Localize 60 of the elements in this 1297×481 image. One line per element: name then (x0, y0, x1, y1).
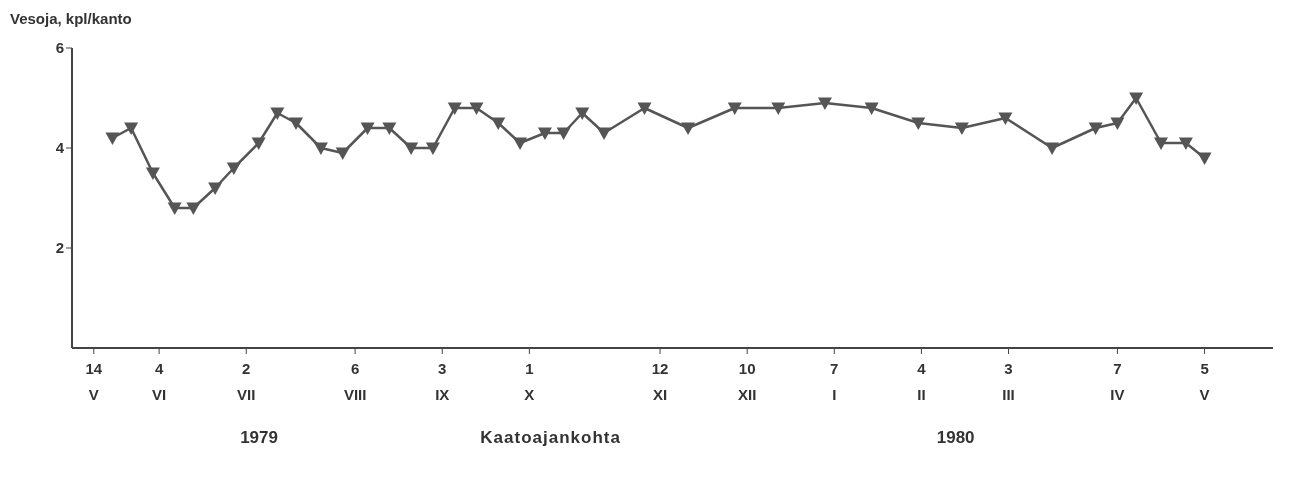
point (167, 202, 182, 215)
y-tick-label: 4 (55, 139, 65, 157)
x-tick-label: 7 I (830, 360, 839, 403)
x-tick-label: 2 VII (237, 360, 256, 403)
point (105, 132, 120, 145)
point (469, 102, 484, 115)
point (425, 142, 440, 155)
point (727, 102, 742, 115)
y-axis-title: Vesoja, kpl/kanto (10, 10, 132, 27)
point (186, 202, 201, 215)
x-axis-title: Kaatoajankohta (480, 428, 621, 448)
point (1129, 92, 1144, 105)
y-tick-label: 6 (55, 39, 64, 57)
point (864, 102, 879, 115)
point (226, 162, 241, 175)
point (270, 107, 285, 120)
point (124, 122, 139, 135)
x-tick-label: 4 VI (152, 360, 167, 403)
x-tick-label: 1 X (524, 360, 535, 403)
point (360, 122, 375, 135)
point (1197, 152, 1212, 165)
point (208, 182, 223, 195)
point (954, 122, 969, 135)
x-tick-label: 10 XII (738, 360, 757, 403)
point (817, 97, 832, 110)
point (911, 117, 926, 130)
point (1153, 137, 1168, 150)
point (681, 122, 696, 135)
point (513, 137, 528, 150)
point (145, 167, 160, 180)
point (289, 117, 304, 130)
point (335, 147, 350, 160)
text: 1979 (240, 428, 278, 448)
point (597, 127, 612, 140)
point (556, 127, 571, 140)
point (447, 102, 462, 115)
point (313, 142, 328, 155)
point (998, 112, 1013, 125)
point (537, 127, 552, 140)
point (1110, 117, 1125, 130)
point (1088, 122, 1103, 135)
x-tick-label: 12 XI (651, 360, 669, 403)
point (1045, 142, 1060, 155)
point (491, 117, 506, 130)
point (575, 107, 590, 120)
x-tick-label: 6 VIII (343, 360, 367, 403)
x-tick-label: 14 V (85, 360, 103, 403)
point (404, 142, 419, 155)
text: 1980 (936, 428, 975, 448)
y-tick-label: 2 (55, 239, 64, 257)
x-tick-label: 3 IX (435, 360, 450, 403)
point (251, 137, 266, 150)
x-tick-label: 7 IV (1110, 360, 1125, 403)
point (771, 102, 786, 115)
x-tick-label: 4 II (917, 360, 927, 403)
point (1178, 137, 1193, 150)
x-tick-label: 5 V (1199, 360, 1210, 403)
x-tick-label: 3 III (1002, 360, 1015, 403)
point (637, 102, 652, 115)
point (382, 122, 397, 135)
